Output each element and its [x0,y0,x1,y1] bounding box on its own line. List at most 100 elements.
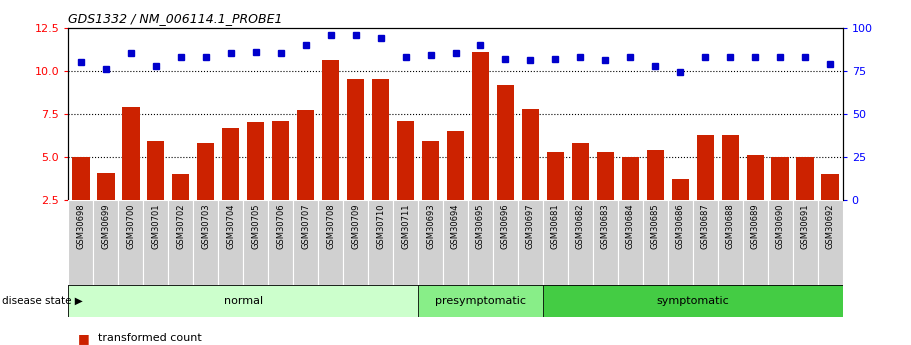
Text: GSM30706: GSM30706 [276,204,285,249]
Bar [322,60,339,243]
Bar [118,200,143,285]
Bar [268,200,293,285]
Bar [472,52,489,243]
Text: GSM30702: GSM30702 [176,204,185,249]
Bar [143,200,169,285]
Text: GSM30698: GSM30698 [77,204,86,249]
Bar [722,135,739,243]
Text: GSM30699: GSM30699 [101,204,110,249]
Text: normal: normal [223,296,262,306]
Bar [768,200,793,285]
Text: GSM30689: GSM30689 [751,204,760,249]
Bar [742,200,768,285]
Text: GSM30709: GSM30709 [351,204,360,249]
Text: GSM30681: GSM30681 [551,204,560,249]
Text: GSM30691: GSM30691 [801,204,810,249]
Bar [621,157,640,243]
Text: GSM30705: GSM30705 [251,204,261,249]
Bar [671,179,689,243]
Bar [668,200,692,285]
Text: GSM30693: GSM30693 [426,204,435,249]
Bar [593,200,618,285]
Bar [169,200,193,285]
Bar [293,200,318,285]
Bar [243,200,268,285]
Text: symptomatic: symptomatic [657,296,729,306]
Bar [746,155,764,243]
Text: GSM30708: GSM30708 [326,204,335,249]
Text: GSM30683: GSM30683 [601,204,609,249]
Bar [93,200,118,285]
Text: GSM30684: GSM30684 [626,204,635,249]
Text: GSM30687: GSM30687 [701,204,710,249]
Bar [68,285,418,317]
Bar [446,131,465,243]
Text: GDS1332 / NM_006114.1_PROBE1: GDS1332 / NM_006114.1_PROBE1 [68,12,282,25]
Bar [219,200,243,285]
Bar [343,200,368,285]
Bar [718,200,742,285]
Text: presymptomatic: presymptomatic [435,296,526,306]
Text: GSM30694: GSM30694 [451,204,460,249]
Bar [493,200,518,285]
Bar [597,152,614,243]
Bar [793,200,818,285]
Bar [172,174,189,243]
Bar [418,285,543,317]
Bar [97,172,115,243]
Bar [543,285,843,317]
Bar [443,200,468,285]
Bar [372,79,389,243]
Text: disease state ▶: disease state ▶ [2,296,83,306]
Text: GSM30690: GSM30690 [776,204,784,249]
Bar [418,200,443,285]
Bar [318,200,343,285]
Bar [796,157,814,243]
Bar [193,200,219,285]
Text: GSM30688: GSM30688 [726,204,735,249]
Bar [297,110,314,243]
Bar [692,200,718,285]
Bar [543,200,568,285]
Text: ■: ■ [77,332,89,345]
Text: GSM30692: GSM30692 [825,204,834,249]
Text: GSM30686: GSM30686 [676,204,685,249]
Bar [568,200,593,285]
Bar [271,121,290,243]
Bar [422,141,439,243]
Bar [643,200,668,285]
Text: GSM30695: GSM30695 [476,204,485,249]
Text: transformed count: transformed count [98,333,202,343]
Bar [368,200,393,285]
Bar [122,107,139,243]
Text: GSM30697: GSM30697 [526,204,535,249]
Bar [822,174,839,243]
Bar [818,200,843,285]
Bar [247,122,264,243]
Text: GSM30685: GSM30685 [650,204,660,249]
Bar [518,200,543,285]
Bar [572,143,589,243]
Text: GSM30700: GSM30700 [127,204,135,249]
Bar [393,200,418,285]
Text: GSM30696: GSM30696 [501,204,510,249]
Bar [397,121,415,243]
Bar [618,200,643,285]
Bar [547,152,564,243]
Bar [468,200,493,285]
Bar [197,143,214,243]
Text: GSM30707: GSM30707 [302,204,310,249]
Text: GSM30710: GSM30710 [376,204,385,249]
Bar [496,85,514,243]
Bar [697,135,714,243]
Bar [222,128,240,243]
Bar [522,109,539,243]
Text: GSM30701: GSM30701 [151,204,160,249]
Bar [347,79,364,243]
Text: GSM30711: GSM30711 [401,204,410,249]
Bar [147,141,165,243]
Text: GSM30703: GSM30703 [201,204,210,249]
Bar [72,157,89,243]
Bar [68,200,93,285]
Text: GSM30682: GSM30682 [576,204,585,249]
